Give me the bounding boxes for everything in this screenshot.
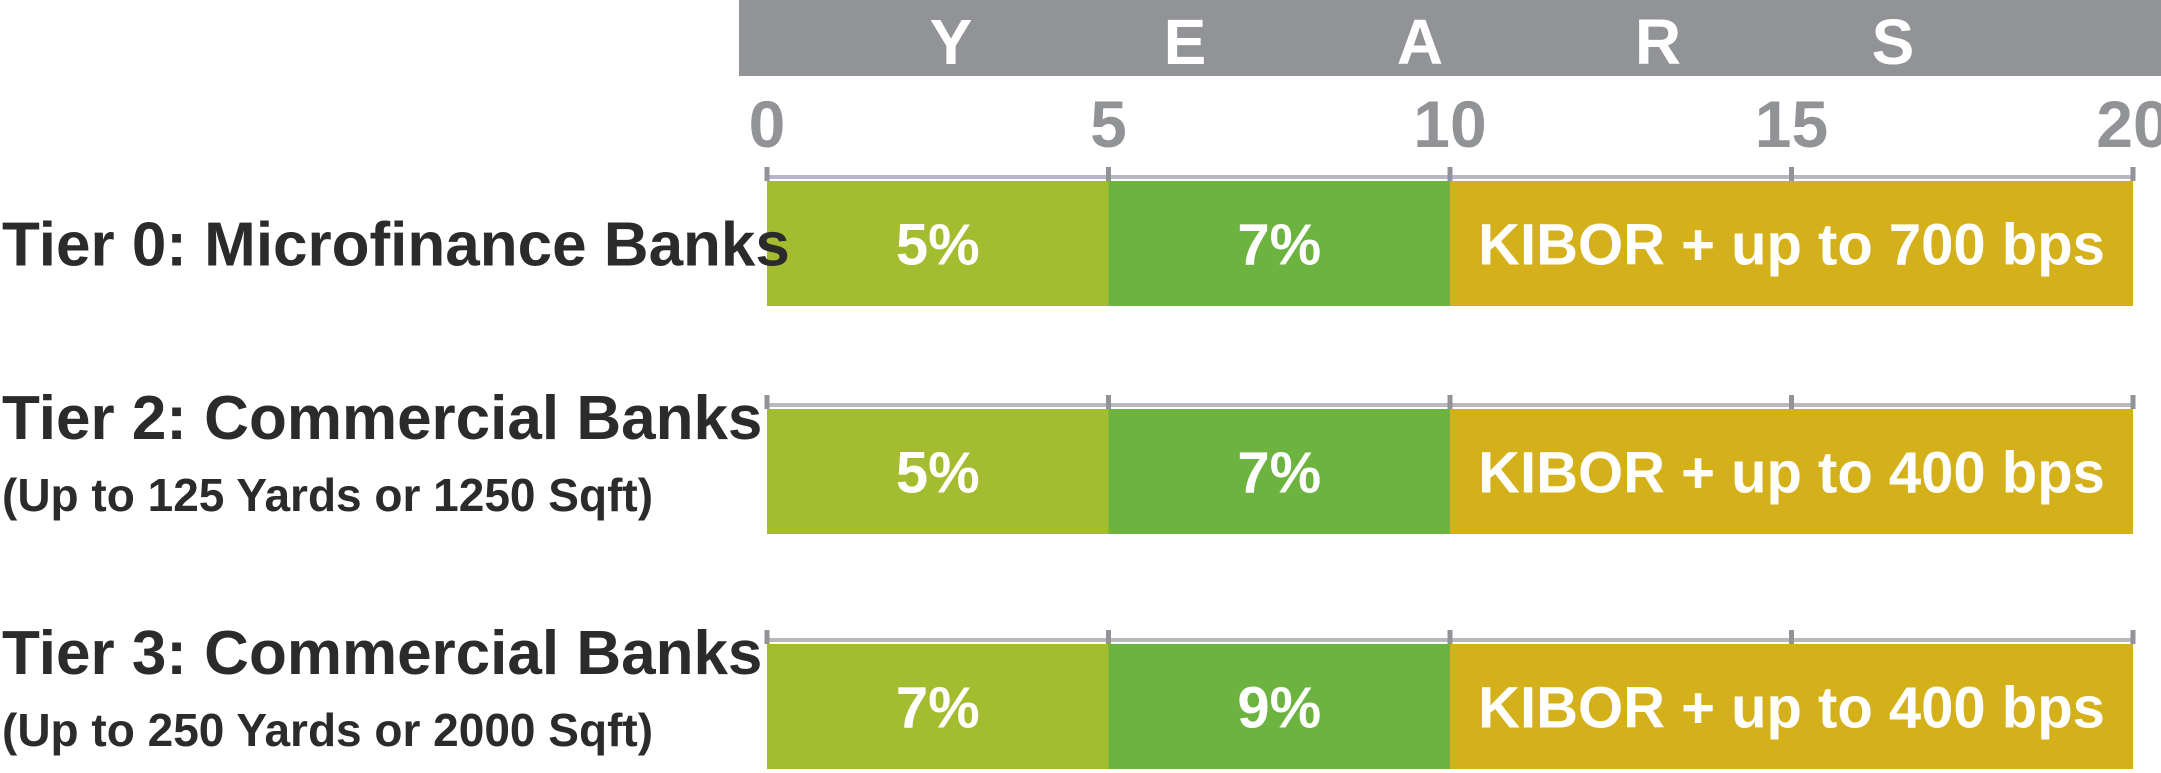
segment-label: KIBOR + up to 700 bps [1478, 213, 2105, 278]
tier-row: 7% 9% KIBOR + up to 400 bps Tier 3: Commerc… [2, 619, 2136, 769]
tier-rows: 5% 7% KIBOR + up to 700 bps Tier 0: Microfi… [2, 167, 2136, 769]
bar-segment [1450, 409, 2133, 534]
header-letter: R [1635, 6, 1681, 78]
bar-segment [1108, 409, 1450, 534]
bar-segment [1108, 181, 1450, 306]
bar-segment [767, 409, 1109, 534]
tick-label: 5 [1090, 87, 1127, 161]
segment-label: 7% [1237, 441, 1321, 506]
segment-label: KIBOR + up to 400 bps [1478, 676, 2105, 741]
tier-title: Tier 3: Commercial Banks [2, 619, 762, 688]
tier-row: 5% 7% KIBOR + up to 400 bps Tier 2: Commerc… [2, 384, 2136, 534]
tier-title: Tier 2: Commercial Banks [2, 384, 762, 453]
tick-label: 10 [1413, 87, 1486, 161]
segment-label: KIBOR + up to 400 bps [1478, 441, 2105, 506]
segment-label: 7% [1237, 213, 1321, 278]
header-letter: S [1872, 6, 1915, 78]
header-letter: E [1164, 6, 1207, 78]
years-header-bar [739, 0, 2161, 76]
tier-subtitle: (Up to 250 Yards or 2000 Sqft) [2, 704, 653, 756]
segment-label: 5% [896, 441, 980, 506]
tick-label: 15 [1755, 87, 1828, 161]
segment-label: 9% [1237, 676, 1321, 741]
tier-row: 5% 7% KIBOR + up to 700 bps Tier 0: Microfi… [2, 167, 2136, 306]
header-letter: Y [930, 6, 973, 78]
segment-label: 7% [896, 676, 980, 741]
bar-segment [767, 644, 1109, 769]
bar-segment [1450, 181, 2133, 306]
bar-segment [767, 181, 1109, 306]
bar-segment [1450, 644, 2133, 769]
x-axis: 0 5 10 15 20 [749, 87, 2161, 161]
header-letter: A [1397, 6, 1443, 78]
tier-subtitle: (Up to 125 Yards or 1250 Sqft) [2, 469, 653, 521]
segment-label: 5% [896, 213, 980, 278]
tier-title: Tier 0: Microfinance Banks [2, 211, 790, 280]
tick-label: 20 [2096, 87, 2161, 161]
bar-segment [1108, 644, 1450, 769]
tick-label: 0 [749, 87, 786, 161]
